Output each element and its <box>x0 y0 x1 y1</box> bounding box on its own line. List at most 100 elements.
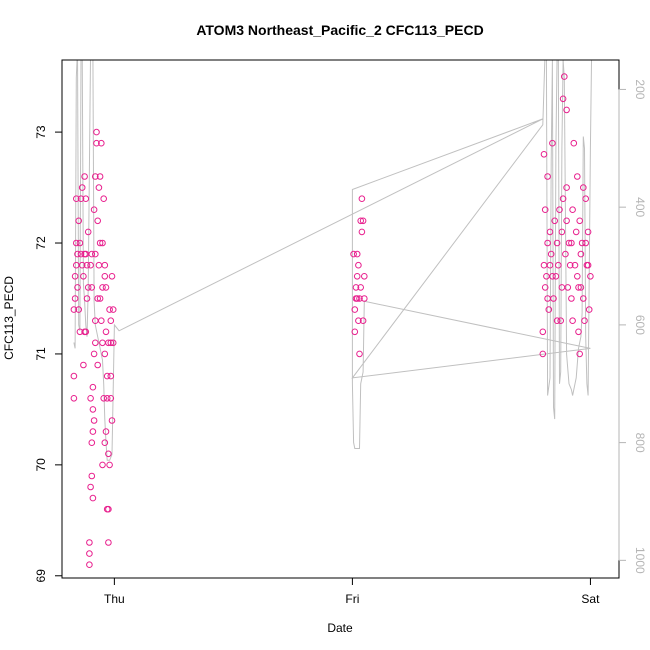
data-point <box>563 106 570 114</box>
data-point <box>84 228 92 236</box>
data-point <box>582 195 590 202</box>
data-point <box>84 284 92 291</box>
data-point <box>89 406 97 413</box>
data-point <box>88 472 96 480</box>
data-point <box>544 173 551 180</box>
data-point <box>353 273 361 280</box>
data-point <box>570 139 578 147</box>
data-point <box>101 273 109 280</box>
data-point <box>587 273 594 280</box>
data-point <box>103 372 111 380</box>
data-point <box>74 250 81 258</box>
data-point <box>559 195 567 202</box>
data-point <box>100 195 107 202</box>
data-point <box>99 461 106 469</box>
data-point <box>90 206 98 213</box>
data-point <box>559 95 567 103</box>
data-point <box>89 494 97 502</box>
y-tick-label: 73 <box>34 125 48 139</box>
data-point <box>99 284 106 291</box>
data-point <box>585 306 593 313</box>
x-tick-label: Thu <box>104 592 125 606</box>
plot-inner <box>70 60 594 569</box>
data-point <box>569 206 576 213</box>
data-point <box>549 273 556 280</box>
x-tick-label: Fri <box>345 592 359 606</box>
data-point <box>102 328 110 336</box>
data-point <box>70 395 78 402</box>
data-point <box>94 361 101 369</box>
y-tick-label: 71 <box>34 347 48 361</box>
data-point <box>87 395 94 402</box>
data-point <box>106 461 113 469</box>
depth-line <box>73 60 593 461</box>
data-point <box>88 284 96 291</box>
data-point <box>89 428 97 435</box>
data-point <box>576 217 584 225</box>
data-point <box>355 261 362 269</box>
data-point <box>78 184 86 191</box>
data-point <box>94 217 101 225</box>
data-point <box>359 317 367 325</box>
data-point <box>78 261 86 269</box>
data-point <box>544 239 551 247</box>
data-point <box>82 195 90 202</box>
data-point <box>353 250 361 258</box>
y2-tick-label: 400 <box>633 197 647 217</box>
data-point <box>73 195 80 202</box>
data-point <box>539 328 547 336</box>
data-point <box>578 239 586 247</box>
data-point <box>577 250 585 258</box>
data-point <box>81 328 88 336</box>
data-point <box>551 217 559 225</box>
data-point <box>563 184 570 191</box>
data-point <box>358 228 366 236</box>
data-point <box>539 350 547 358</box>
data-point <box>108 417 116 424</box>
data-point <box>584 261 592 269</box>
data-point <box>361 273 368 280</box>
y-axis-label: CFC113_PECD <box>2 276 16 360</box>
data-point <box>81 173 88 180</box>
data-point <box>107 372 115 380</box>
data-point <box>361 295 368 302</box>
data-point <box>95 184 103 191</box>
data-point <box>102 428 110 435</box>
data-point <box>105 539 112 546</box>
data-point <box>358 195 366 202</box>
data-point <box>566 261 574 269</box>
data-point <box>93 139 100 147</box>
data-point <box>71 295 79 302</box>
data-point <box>102 284 110 291</box>
data-point <box>98 139 105 147</box>
data-point <box>73 239 80 247</box>
data-point <box>571 261 579 269</box>
data-point <box>552 273 560 280</box>
data-point <box>545 306 553 313</box>
data-point <box>101 439 109 447</box>
data-point <box>80 361 87 369</box>
data-point <box>93 128 100 136</box>
data-point <box>87 483 94 491</box>
data-point <box>96 239 104 247</box>
data-point <box>88 439 96 447</box>
data-point <box>359 217 367 225</box>
data-point <box>86 561 93 569</box>
data-point <box>101 350 109 358</box>
data-point <box>103 395 111 402</box>
data-point <box>109 306 117 313</box>
data-point <box>541 206 549 213</box>
chart-title: ATOM3 Northeast_Pacific_2 CFC113_PECD <box>196 22 483 38</box>
data-point <box>547 250 555 258</box>
data-point <box>107 395 115 402</box>
data-point <box>92 250 99 258</box>
y2-axis: 200 400 600 800 1000 <box>618 79 647 574</box>
data-point <box>572 228 580 236</box>
data-point <box>108 273 116 280</box>
y-tick-label: 72 <box>34 236 48 250</box>
data-point <box>553 317 561 325</box>
data-point <box>98 317 105 325</box>
data-point <box>558 228 566 236</box>
